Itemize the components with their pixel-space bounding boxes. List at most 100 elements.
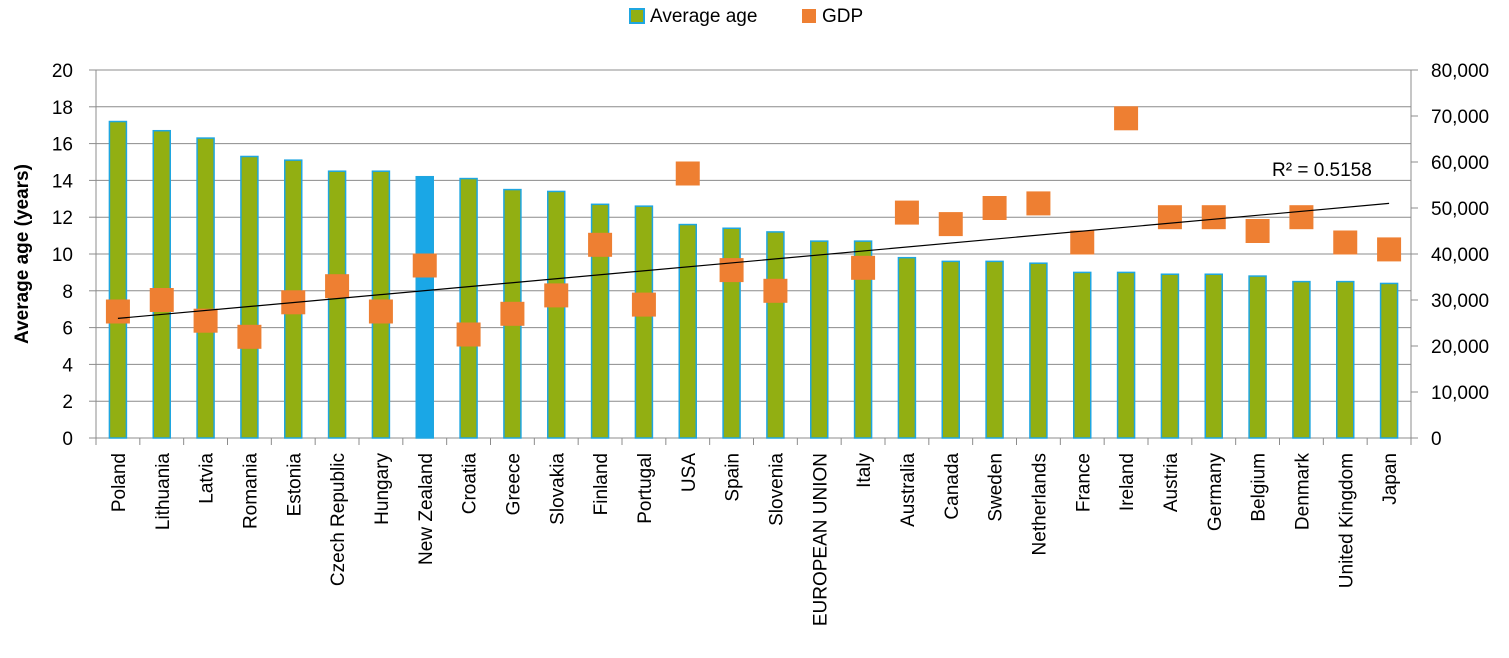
- gdp-marker-slovenia: [763, 278, 788, 303]
- gdp-marker-italy: [851, 255, 876, 280]
- x-tick-label-romania: Romania: [240, 453, 261, 529]
- bar-austria: [1160, 273, 1180, 439]
- y-tick-label: 14: [52, 171, 74, 192]
- bars: [108, 120, 1399, 439]
- y-axis-title: Average age (years): [12, 164, 33, 344]
- x-tick-label-greece: Greece: [503, 453, 524, 515]
- gdp-marker-france: [1070, 230, 1095, 255]
- bar-belgium: [1248, 275, 1267, 439]
- x-tick-label-italy: Italy: [854, 453, 875, 488]
- y-tick-label: 8: [62, 282, 73, 303]
- gdp-marker-hungary: [368, 299, 393, 324]
- bar-germany: [1204, 273, 1223, 439]
- legend-label-average-age: Average age: [650, 6, 757, 27]
- r-squared-label: R² = 0.5158: [1272, 160, 1372, 181]
- x-tick-label-ireland: Ireland: [1117, 453, 1138, 511]
- y2-tick-label: 50,000: [1431, 199, 1489, 220]
- x-tick-label-hungary: Hungary: [372, 453, 393, 525]
- y2-tick-label: 80,000: [1431, 61, 1489, 82]
- bar-usa: [678, 223, 697, 439]
- gdp-marker-czech-republic: [325, 274, 350, 299]
- bar-latvia: [196, 137, 215, 439]
- x-tick-label-lithuania: Lithuania: [153, 453, 174, 531]
- bar-sweden: [985, 260, 1004, 439]
- gdp-marker-united-kingdom: [1333, 230, 1358, 255]
- gdp-marker-latvia: [193, 308, 218, 333]
- x-tick-label-slovakia: Slovakia: [547, 453, 568, 525]
- y-tick-label: 20: [52, 61, 73, 82]
- y-tick-label: 6: [62, 319, 73, 340]
- gdp-marker-belgium: [1245, 219, 1270, 243]
- y2-tick-label: 20,000: [1431, 337, 1489, 358]
- x-axis-labels: Poland Lithuania Latvia Romania Estonia Czech…: [109, 453, 1401, 627]
- gdp-marker-austria: [1157, 205, 1182, 230]
- gdp-marker-japan: [1377, 237, 1402, 262]
- x-tick-label-portugal: Portugal: [635, 453, 656, 524]
- trendline-group: [117, 202, 1390, 319]
- gdp-marker-ireland: [1114, 106, 1139, 131]
- bar-slovenia: [766, 231, 785, 439]
- gdp-marker-portugal: [631, 292, 656, 317]
- bar-united-kingdom: [1336, 280, 1355, 439]
- y2-tick-label: 70,000: [1431, 107, 1489, 128]
- x-tick-label-usa: USA: [679, 453, 700, 492]
- y-tick-label: 18: [52, 98, 73, 119]
- x-tick-label-japan: Japan: [1380, 453, 1401, 505]
- gdp-marker-sweden: [982, 196, 1007, 220]
- x-tick-label-germany: Germany: [1205, 453, 1226, 532]
- x-tick-label-belgium: Belgium: [1249, 453, 1270, 522]
- x-tick-label-croatia: Croatia: [460, 453, 481, 515]
- y2-tick-label: 10,000: [1431, 383, 1489, 404]
- y-tick-label: 2: [62, 392, 73, 413]
- gdp-marker-poland: [105, 299, 130, 324]
- gdp-marker-australia: [894, 200, 919, 225]
- legend-swatch-average-age: [629, 8, 645, 24]
- gdp-marker-greece: [500, 301, 525, 326]
- x-tick-label-czech-republic: Czech Republic: [328, 453, 349, 586]
- x-tick-label-latvia: Latvia: [197, 453, 218, 504]
- x-tick-label-netherlands: Netherlands: [1029, 453, 1050, 555]
- x-tick-label-estonia: Estonia: [284, 453, 305, 517]
- y-tick-label: 4: [62, 355, 73, 376]
- x-tick-label-canada: Canada: [942, 453, 963, 520]
- bar-ireland: [1116, 271, 1136, 439]
- bar-czech-republic: [327, 170, 347, 439]
- bar-lithuania: [152, 129, 171, 439]
- bar-france: [1073, 271, 1092, 439]
- bar-australia: [897, 256, 917, 439]
- x-tick-label-european-union: EUROPEAN UNION: [810, 453, 831, 626]
- x-tick-label-denmark: Denmark: [1292, 453, 1313, 531]
- y-tick-label: 10: [52, 245, 73, 266]
- gdp-marker-netherlands: [1026, 191, 1051, 216]
- x-tick-label-poland: Poland: [109, 453, 130, 512]
- x-tick-label-australia: Australia: [898, 453, 919, 527]
- y2-tick-label: 0: [1431, 429, 1442, 450]
- gdp-marker-croatia: [456, 322, 481, 347]
- gdp-marker-slovakia: [544, 283, 569, 308]
- bar-poland: [108, 120, 128, 439]
- bar-finland: [590, 203, 610, 439]
- x-tick-label-slovenia: Slovenia: [766, 453, 787, 526]
- bar-japan: [1379, 282, 1399, 439]
- bar-slovakia: [547, 190, 566, 439]
- left-axis-ticks: 0 2 4 6 8 10 12 14 16 18 20: [52, 61, 96, 450]
- legend: Average age GDP: [629, 6, 863, 27]
- x-tick-label-united-kingdom: United Kingdom: [1336, 453, 1357, 588]
- right-axis-ticks: 0 10,000 20,000 30,000 40,000 50,000 60,000 70,…: [1411, 61, 1489, 450]
- x-tick-label-finland: Finland: [591, 453, 612, 515]
- gdp-marker-canada: [938, 212, 963, 237]
- y-tick-label: 16: [52, 135, 73, 156]
- bar-denmark: [1292, 280, 1311, 439]
- gdp-marker-usa: [675, 161, 700, 186]
- legend-label-gdp: GDP: [822, 6, 863, 27]
- gdp-marker-denmark: [1289, 205, 1314, 230]
- gdp-marker-romania: [237, 324, 262, 349]
- x-tick-label-new-zealand: New Zealand: [416, 453, 437, 565]
- bar-italy: [853, 240, 873, 439]
- gdp-marker-finland: [588, 232, 613, 257]
- y2-tick-label: 30,000: [1431, 291, 1489, 312]
- bar-netherlands: [1029, 262, 1048, 439]
- bar-european-union: [810, 240, 829, 439]
- bar-canada: [941, 260, 960, 439]
